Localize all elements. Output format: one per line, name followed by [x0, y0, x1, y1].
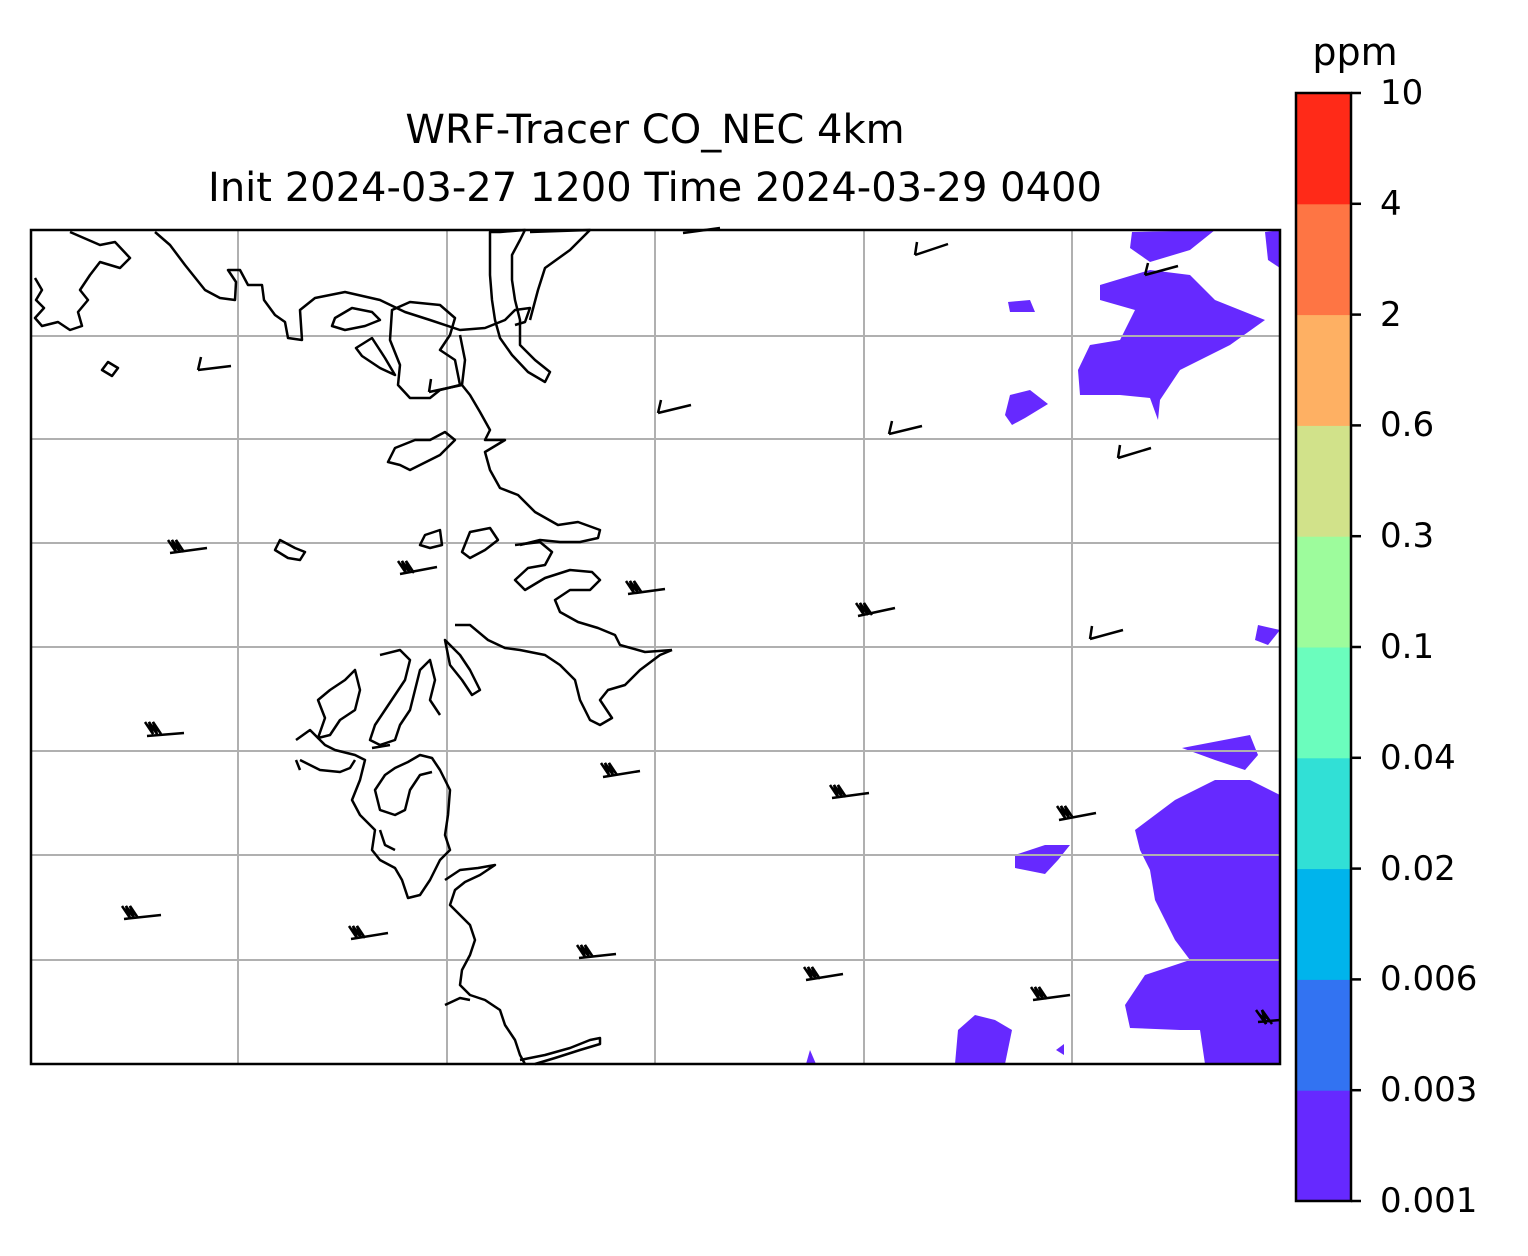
colorbar-tick-label: 0.1 [1380, 627, 1435, 667]
map-title-line1: WRF-Tracer CO_NEC 4km [405, 107, 905, 153]
colorbar-tick-label: 4 [1380, 183, 1402, 224]
colorbar-segment [1296, 536, 1351, 648]
colorbar-segment [1296, 647, 1351, 759]
colorbar-segment [1296, 314, 1351, 426]
colorbar-tick-label: 2 [1380, 294, 1402, 335]
wind-barbs [120, 241, 1281, 1025]
coastlines [33, 226, 721, 1066]
colorbar-segment [1296, 93, 1351, 205]
colorbar-tick-label: 0.04 [1380, 737, 1456, 778]
tracer-fill [806, 230, 1280, 1064]
colorbar [1294, 91, 1361, 1203]
colorbar-tick-label: 0.02 [1380, 848, 1456, 889]
colorbar-tick-label: 0.006 [1380, 959, 1478, 1000]
colorbar-tick-label: 0.6 [1380, 405, 1435, 446]
colorbar-tick-label: 10 [1380, 73, 1424, 113]
colorbar-segment [1296, 1090, 1351, 1202]
colorbar-segment [1296, 425, 1351, 537]
colorbar-segment [1296, 868, 1351, 980]
map-gridlines [31, 230, 1280, 1064]
colorbar-tick-label: 0.3 [1380, 516, 1435, 557]
map-frame [29, 228, 1282, 1066]
colorbar-segment [1296, 979, 1351, 1091]
colorbar-tick-label: 0.003 [1380, 1070, 1478, 1111]
colorbar-tick-label: 0.001 [1380, 1181, 1478, 1221]
colorbar-segment [1296, 203, 1351, 316]
colorbar-segment [1296, 757, 1351, 870]
map-title-line2: Init 2024-03-27 1200 Time 2024-03-29 040… [208, 165, 1102, 211]
colorbar-unit-label: ppm [1312, 30, 1398, 74]
